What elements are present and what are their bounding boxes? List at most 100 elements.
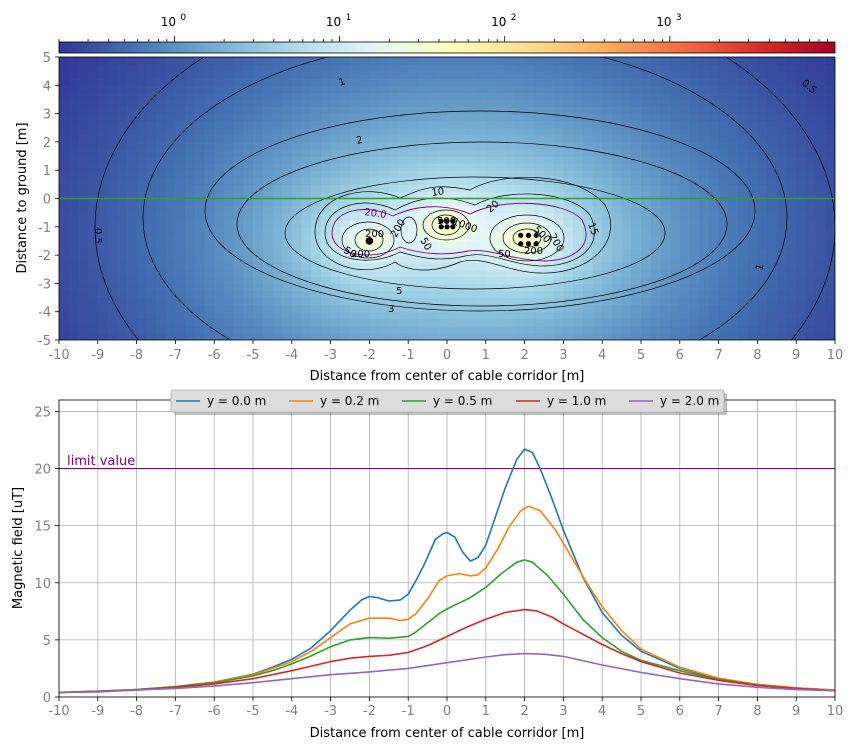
heatmap-cell [156,85,167,93]
heatmap-cell [417,184,429,193]
heatmap-cell [398,92,409,101]
heatmap-cell [825,311,835,320]
heatmap-cell [738,269,749,277]
heatmap-cell [650,78,661,86]
heatmap-cell [641,141,652,150]
heatmap-cell [185,92,196,101]
heatmap-cell [602,198,613,207]
heatmap-cell [282,92,293,101]
y-tick-label: 15 [34,520,51,535]
heatmap-cell [592,184,603,193]
heatmap-cell [350,99,361,108]
heatmap-cell [592,113,603,122]
heatmap-cell [534,85,545,93]
heatmap-cell [126,297,138,306]
heatmap-cell [194,262,206,270]
heatmap-cell [641,134,652,143]
heatmap-cell [699,106,710,115]
heatmap-cell [291,226,303,235]
heatmap-cell [398,141,409,150]
heatmap-cell [514,170,526,178]
heatmap-cell [243,163,254,171]
heatmap-cell [340,205,351,214]
heatmap-cell [582,163,594,171]
heatmap-cell [641,92,652,101]
heatmap-cell [330,219,341,228]
heatmap-cell [97,318,109,327]
heatmap-cell [408,191,419,200]
heatmap-cell [563,240,574,249]
heatmap-cell [117,148,128,157]
heatmap-cell [233,233,244,242]
heatmap-cell [262,255,273,263]
heatmap-cell [524,219,535,228]
heatmap-cell [602,311,613,320]
heatmap-cell [262,318,273,327]
heatmap-cell [204,163,215,171]
heatmap-cell [165,170,176,178]
heatmap-cell [485,71,497,79]
heatmap-cell [563,318,574,327]
heatmap-cell [485,240,497,249]
heatmap-cell [204,269,215,277]
heatmap-cell [117,276,128,284]
heatmap-cell [350,318,361,327]
heatmap-cell [456,156,467,164]
heatmap-cell [650,92,661,101]
heatmap-cell [476,276,487,284]
heatmap-cell [301,141,312,150]
heatmap-cell [573,57,584,65]
heatmap-cell [689,141,700,150]
heatmap-cell [243,85,254,93]
heatmap-cell [320,311,332,320]
heatmap-cell [291,255,303,263]
heatmap-cell [253,170,264,178]
heatmap-cell [650,141,661,150]
heatmap-cell [330,269,341,277]
heatmap-cell [359,255,370,263]
heatmap-cell [495,283,506,292]
heatmap-cell [214,276,225,284]
heatmap-cell [272,198,283,207]
heatmap-cell [670,148,681,157]
heatmap-cell [466,269,477,277]
contour-label: 200 [365,229,384,240]
heatmap-cell [631,255,642,263]
heatmap-cell [262,283,273,292]
heatmap-cell [534,156,545,164]
heatmap-cell [223,311,235,320]
heatmap-cell [447,311,458,320]
heatmap-cell [825,318,835,327]
heatmap-cell [214,262,225,270]
heatmap-cell [456,148,467,157]
heatmap-cell [505,226,516,235]
heatmap-cell [340,99,351,108]
heatmap-cell [757,276,768,284]
heatmap-cell [505,148,516,157]
heatmap-cell [417,198,429,207]
heatmap-cell [689,325,700,334]
heatmap-cell [573,233,584,242]
heatmap-cell [408,248,419,256]
heatmap-cell [379,127,390,136]
heatmap-cell [97,248,109,256]
heatmap-cell [524,297,535,306]
heatmap-cell [427,276,438,284]
heatmap-cell [272,212,283,221]
heatmap-cell [88,276,99,284]
heatmap-cell [456,212,467,221]
heatmap-cell [272,134,283,143]
heatmap-cell [379,191,390,200]
heatmap-cell [126,177,138,185]
heatmap-cell [621,156,632,164]
heatmap-cell [97,85,109,93]
heatmap-cell [534,120,545,129]
heatmap-cell [398,219,409,228]
heatmap-cell [107,318,118,327]
heatmap-cell [136,170,147,178]
heatmap-cell [146,205,157,214]
heatmap-cell [650,85,661,93]
heatmap-cell [544,64,555,72]
heatmap-cell [253,269,264,277]
heatmap-cell [776,141,788,150]
